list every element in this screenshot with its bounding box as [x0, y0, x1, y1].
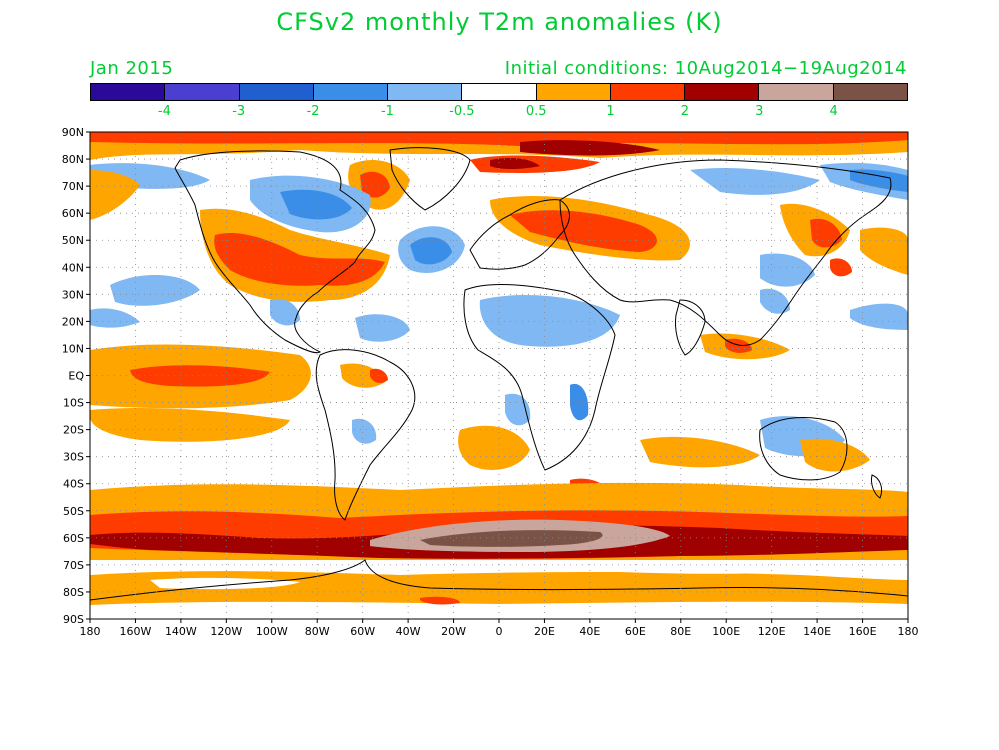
lon-label: 80W	[305, 625, 330, 638]
lon-label: 60W	[350, 625, 375, 638]
lat-label: 90N	[62, 126, 84, 139]
lat-label: 50N	[62, 234, 84, 247]
lat-label: 40S	[63, 478, 84, 491]
lon-label: 80E	[670, 625, 691, 638]
lon-label: 140E	[803, 625, 831, 638]
lat-label: 40N	[62, 261, 84, 274]
lon-label: 160W	[120, 625, 152, 638]
lat-label: 60S	[63, 532, 84, 545]
lon-label: 40W	[396, 625, 421, 638]
lon-label: 60E	[625, 625, 646, 638]
lat-label: 80S	[63, 586, 84, 599]
colorbar-swatch	[536, 84, 611, 100]
lon-label: 160E	[849, 625, 877, 638]
map-title: CFSv2 monthly T2m anomalies (K)	[276, 8, 723, 36]
colorbar-swatch	[610, 84, 686, 100]
lon-label: 100E	[712, 625, 740, 638]
colorbar-label: -2	[306, 104, 320, 119]
colorbar-label: 0.5	[525, 104, 547, 119]
lat-label: 90S	[63, 613, 84, 626]
colorbar-swatch	[388, 84, 463, 100]
colorbar	[90, 83, 908, 101]
lon-label: 20W	[441, 625, 466, 638]
lat-label: 10S	[63, 397, 84, 410]
lat-label: EQ	[68, 370, 84, 383]
lat-label: 70N	[62, 180, 84, 193]
axis-ticks	[86, 131, 909, 623]
lat-label: 10N	[62, 342, 84, 355]
lon-label: 140W	[165, 625, 197, 638]
colorbar-swatch	[91, 84, 166, 100]
colorbar-label: -1	[380, 104, 394, 119]
colorbar-label: 2	[680, 104, 690, 119]
lon-label: 120E	[758, 625, 786, 638]
colorbar-label: 1	[606, 104, 615, 119]
colorbar-label: -0.5	[449, 104, 475, 119]
colorbar-swatch	[462, 84, 537, 100]
lat-label: 20S	[63, 424, 84, 437]
colorbar-swatch	[685, 84, 760, 100]
colorbar-swatch	[313, 84, 389, 100]
colorbar-label: -3	[232, 104, 246, 119]
lon-label: 20E	[534, 625, 555, 638]
axis-labels: 90N 80N 70N 60N 50N 40N 30N 20N 10N EQ 10S 20S 30S 40…	[62, 126, 919, 638]
colorbar-swatch	[759, 84, 834, 100]
colorbar-label: 4	[829, 104, 838, 119]
lon-label: 180	[898, 625, 919, 638]
lat-label: 20N	[62, 315, 84, 328]
lon-label: 40E	[579, 625, 600, 638]
lat-label: 80N	[62, 153, 84, 166]
colorbar-swatch	[239, 84, 314, 100]
lat-label: 60N	[62, 207, 84, 220]
forecast-month: Jan 2015	[90, 58, 174, 79]
colorbar-swatch	[165, 84, 240, 100]
lat-label: 30N	[62, 288, 84, 301]
colorbar-label: -4	[157, 104, 171, 119]
lat-label: 30S	[63, 451, 84, 464]
lon-label: 180	[80, 625, 101, 638]
lon-label: 0	[496, 625, 503, 638]
lat-label: 50S	[63, 505, 84, 518]
lon-label: 120W	[210, 625, 242, 638]
colorbar-swatch	[833, 84, 907, 100]
initial-conditions: Initial conditions: 10Aug2014−19Aug2014	[504, 58, 907, 79]
graticule	[90, 132, 908, 619]
lat-label: 70S	[63, 559, 84, 572]
lon-label: 100W	[256, 625, 288, 638]
colorbar-label: 3	[755, 104, 764, 119]
